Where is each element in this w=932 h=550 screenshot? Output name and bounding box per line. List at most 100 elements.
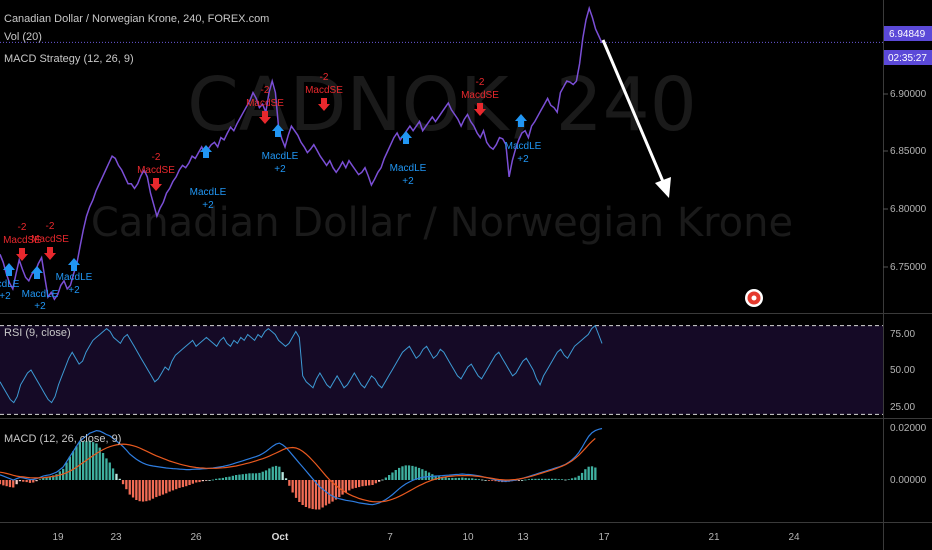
histogram-bar xyxy=(125,480,128,490)
histogram-bar xyxy=(321,480,324,508)
histogram-bar xyxy=(68,456,71,480)
histogram-bar xyxy=(241,474,244,480)
signal-qty: +2 xyxy=(34,301,46,312)
histogram-bar xyxy=(208,480,211,481)
rsi-series-line xyxy=(0,324,603,404)
histogram-bar xyxy=(225,477,228,480)
histogram-bar xyxy=(481,479,484,481)
histogram-bar xyxy=(354,480,357,488)
signal-qty: +2 xyxy=(202,200,214,211)
signal-qty: -2 xyxy=(476,77,485,88)
histogram-bar xyxy=(288,480,291,486)
short-signal: -2 MacdSE xyxy=(3,222,41,261)
histogram-bar xyxy=(218,478,221,480)
forecast-arrow-head-icon xyxy=(655,177,671,198)
histogram-bar xyxy=(82,441,85,480)
signal-text: MacdSE xyxy=(3,235,41,246)
histogram-bar xyxy=(517,480,520,481)
macd-series-line xyxy=(0,427,603,506)
histogram-bar xyxy=(494,480,497,482)
long-signal: MacdLE +2 xyxy=(390,131,427,187)
histogram-bar xyxy=(105,458,108,480)
histogram-bar xyxy=(72,451,75,480)
short-signal: -2 MacdSE xyxy=(461,77,499,116)
signal-text: MacdLE xyxy=(262,151,299,162)
histogram-bar xyxy=(201,480,204,482)
arrow-up-icon xyxy=(400,131,412,144)
histogram-bar xyxy=(221,477,224,480)
signal-text: MacdSE xyxy=(137,165,175,176)
histogram-bar xyxy=(304,480,308,507)
histogram-bar xyxy=(178,480,181,488)
signal-text: MacdLE xyxy=(390,163,427,174)
histogram-bar xyxy=(554,478,557,480)
histogram-bar xyxy=(161,480,165,495)
histogram-bar xyxy=(101,453,105,480)
histogram-bar xyxy=(274,465,278,480)
histogram-bar xyxy=(301,480,304,505)
histogram-bar xyxy=(35,480,38,482)
histogram-bar xyxy=(115,473,118,480)
histogram-bar xyxy=(78,441,81,480)
histogram-bar xyxy=(590,466,594,480)
histogram-bar xyxy=(264,470,268,480)
histogram-bar xyxy=(334,480,338,500)
histogram-bar xyxy=(531,478,534,480)
date-tick-label: 10 xyxy=(462,532,474,543)
histogram-bar xyxy=(0,480,2,485)
histogram-bar xyxy=(12,480,15,488)
histogram-bar xyxy=(351,480,354,489)
histogram-bar xyxy=(294,480,298,498)
histogram-bar xyxy=(2,480,5,486)
short-signal: -2 MacdSE xyxy=(246,85,284,124)
histogram-bar xyxy=(457,477,461,480)
histogram-bar xyxy=(580,472,584,480)
histogram-bar xyxy=(48,476,51,480)
signal-qty: -2 xyxy=(18,222,27,233)
histogram-bar xyxy=(278,466,281,480)
arrow-down-icon xyxy=(318,98,330,111)
histogram-bar xyxy=(108,462,111,480)
flag-icon xyxy=(751,295,757,301)
histogram-bar xyxy=(414,466,417,480)
histogram-bar xyxy=(577,475,580,480)
histogram-bar xyxy=(564,479,567,481)
histogram-bar xyxy=(308,480,311,509)
histogram-bar xyxy=(384,477,387,480)
volume-label: Vol (20) xyxy=(4,31,42,43)
long-signal: MacdLE +2 xyxy=(262,124,299,175)
event-marker[interactable] xyxy=(745,289,763,307)
histogram-bar xyxy=(5,480,8,487)
long-signal: MacdLE +2 xyxy=(56,258,93,296)
histogram-bar xyxy=(22,480,25,482)
histogram-bar xyxy=(141,480,145,502)
histogram-bar xyxy=(524,479,527,481)
histogram-bar xyxy=(165,480,168,494)
histogram-bar xyxy=(547,478,550,480)
price-series-line xyxy=(0,5,603,301)
arrow-up-icon xyxy=(200,145,212,158)
short-signal: -2 MacdSE xyxy=(305,72,343,111)
histogram-bar xyxy=(28,480,32,483)
date-tick-label: 26 xyxy=(190,532,202,543)
histogram-bar xyxy=(158,480,161,496)
signal-text: MacdLE xyxy=(505,141,542,152)
signal-qty: -2 xyxy=(320,72,329,83)
price-tick-label: 6.85000 xyxy=(890,146,927,157)
histogram-bar xyxy=(374,480,377,484)
histogram-bar xyxy=(55,474,58,480)
arrow-up-icon xyxy=(272,124,284,137)
signal-qty: +2 xyxy=(517,154,529,165)
histogram-bar xyxy=(537,478,540,480)
histogram-bar xyxy=(477,479,481,480)
histogram-bar xyxy=(434,475,437,480)
histogram-bar xyxy=(551,478,554,480)
histogram-bar xyxy=(484,480,487,481)
histogram-bar xyxy=(560,479,564,480)
date-tick-label: 7 xyxy=(387,532,393,543)
macd-signal-line xyxy=(0,437,596,503)
histogram-bar xyxy=(467,478,471,480)
signal-text: cdLE xyxy=(0,279,20,290)
